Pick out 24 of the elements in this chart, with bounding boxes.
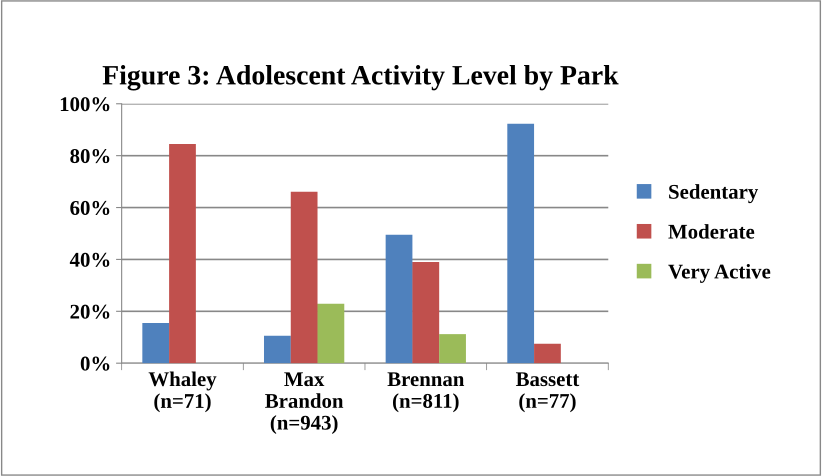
y-tick-label: 100% bbox=[60, 97, 110, 112]
bar bbox=[412, 262, 440, 364]
x-tick-label: Max Brandon (n=943) bbox=[265, 372, 344, 434]
chart-title: Figure 3: Adolescent Activity Level by Park bbox=[102, 65, 619, 90]
bar bbox=[264, 336, 291, 364]
y-tick-label: 40% bbox=[70, 252, 110, 267]
bar bbox=[290, 192, 318, 364]
y-tick-label: 20% bbox=[70, 304, 110, 319]
x-tick-label: Brennan (n=811) bbox=[388, 372, 464, 412]
legend-label: Sedentary bbox=[669, 184, 758, 204]
bar bbox=[142, 322, 170, 364]
bar bbox=[534, 344, 561, 364]
bar bbox=[386, 234, 412, 364]
x-tick-label: Whaley (n=71) bbox=[148, 372, 216, 412]
bar bbox=[439, 334, 466, 364]
bar bbox=[169, 144, 196, 364]
y-tick-label: 80% bbox=[70, 149, 110, 164]
y-tick-label: 60% bbox=[70, 200, 110, 216]
legend-label: Moderate bbox=[668, 224, 754, 239]
bar bbox=[318, 304, 344, 364]
bar bbox=[507, 124, 534, 364]
y-tick-label: 0% bbox=[80, 356, 110, 371]
x-tick-label: Bassett (n=77) bbox=[516, 372, 580, 412]
legend-label: Very Active bbox=[668, 264, 770, 283]
